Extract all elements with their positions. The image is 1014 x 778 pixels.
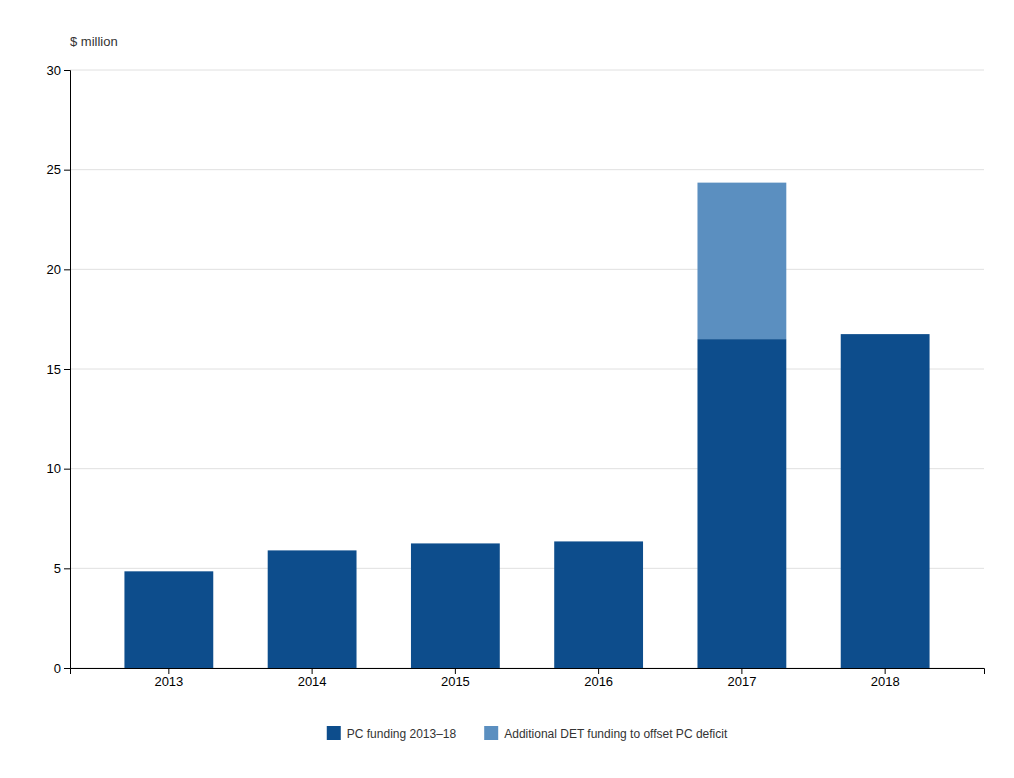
tick-label: 5 [54, 561, 61, 576]
x-axis: 2013 2014 2015 2016 2017 2018 [71, 668, 985, 689]
plot: 2013 2014 2015 2016 2017 2018 0 5 10 15 20 25 30 $ mi… [47, 34, 985, 689]
tick-label: 0 [54, 661, 61, 676]
x-tick: 2017 [727, 668, 756, 689]
legend: PC funding 2013–18 Additional DET funding… [327, 726, 728, 741]
bar [411, 543, 500, 544]
series [697, 183, 786, 339]
tick-mark [64, 170, 70, 171]
bar [268, 550, 357, 551]
x-tick: 2016 [584, 668, 613, 689]
y-tick: 0 [54, 661, 70, 676]
tick-label: 2017 [727, 674, 756, 689]
bars [124, 183, 929, 668]
tick-label: 2014 [298, 674, 327, 689]
bar [841, 334, 930, 335]
y-axis: 0 5 10 15 20 25 30 [47, 63, 71, 676]
bar [124, 571, 213, 572]
bar [268, 550, 357, 668]
bar [554, 541, 643, 542]
y-tick: 10 [47, 461, 70, 476]
tick-mark [598, 668, 599, 674]
tick-label: 2018 [871, 674, 900, 689]
tick-label: 2013 [154, 674, 183, 689]
tick-mark [168, 668, 169, 674]
x-tick: 2015 [441, 668, 470, 689]
tick-label: 20 [47, 262, 61, 277]
x-tick: 2014 [298, 668, 327, 689]
tick-mark [455, 668, 456, 674]
tick-mark [64, 469, 70, 470]
tick-mark [64, 568, 70, 569]
series [124, 334, 929, 668]
tick-mark [741, 668, 742, 674]
tick-mark [64, 668, 70, 669]
y-tick: 25 [47, 162, 70, 177]
tick-mark [885, 668, 886, 674]
tick-label: 15 [47, 362, 61, 377]
grid [70, 70, 984, 668]
tick-mark [64, 70, 70, 71]
bar [124, 571, 213, 668]
grid-line [70, 169, 984, 170]
legend-swatch [327, 726, 341, 740]
y-tick: 15 [47, 362, 70, 377]
grid-line [70, 269, 984, 270]
tick-label: 2016 [584, 674, 613, 689]
legend-item: Additional DET funding to offset PC defi… [484, 726, 728, 741]
bar [697, 339, 786, 668]
chart: 2013 2014 2015 2016 2017 2018 0 5 10 15 20 25 30 $ mi… [0, 0, 1014, 778]
bar [697, 183, 786, 339]
tick-mark [64, 269, 70, 270]
grid-line [70, 70, 984, 71]
legend-item: PC funding 2013–18 [327, 726, 457, 741]
axis-line [71, 669, 985, 675]
y-tick: 5 [54, 561, 70, 576]
bar [411, 543, 500, 668]
bar [841, 334, 930, 668]
legend-swatch [484, 726, 498, 740]
tick-label: 25 [47, 162, 61, 177]
y-tick: 20 [47, 262, 70, 277]
x-tick: 2013 [154, 668, 183, 689]
y-axis-label: $ million [70, 34, 118, 49]
y-tick: 30 [47, 63, 70, 78]
tick-label: 2015 [441, 674, 470, 689]
tick-label: 10 [47, 461, 61, 476]
bar [554, 541, 643, 668]
axis-line [64, 71, 71, 669]
tick-mark [64, 369, 70, 370]
legend-label: Additional DET funding to offset PC defi… [504, 727, 728, 741]
tick-label: 30 [47, 63, 61, 78]
x-tick: 2018 [871, 668, 900, 689]
legend-label: PC funding 2013–18 [347, 727, 457, 741]
tick-mark [312, 668, 313, 674]
